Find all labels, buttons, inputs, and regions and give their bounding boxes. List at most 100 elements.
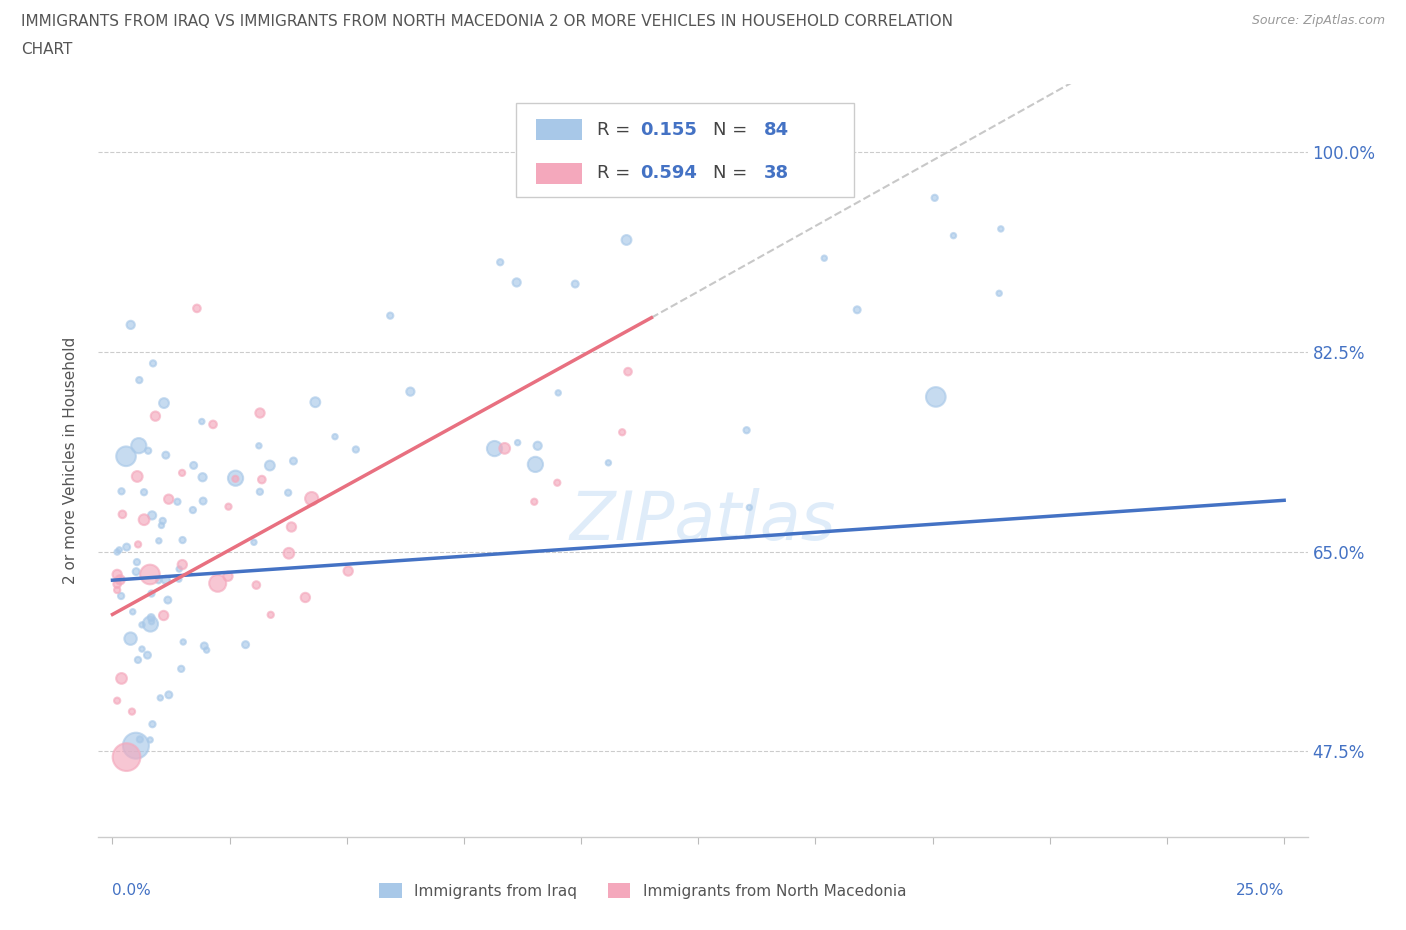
Point [141, 717, 163, 732]
Point [942, 228, 965, 243]
Point [115, 449, 138, 464]
Point [250, 472, 273, 487]
Point [170, 661, 193, 676]
Point [152, 608, 174, 623]
Point [283, 454, 305, 469]
Point [224, 472, 246, 486]
Point [136, 444, 159, 458]
Point [110, 671, 132, 685]
Text: 38: 38 [763, 165, 789, 182]
Point [121, 704, 143, 719]
Point [616, 232, 638, 247]
Point [105, 567, 128, 582]
Point [108, 542, 131, 557]
Point [167, 562, 190, 577]
Point [128, 373, 150, 388]
Point [489, 255, 512, 270]
Point [105, 582, 128, 597]
Point [111, 507, 134, 522]
Point [127, 469, 149, 484]
Point [150, 518, 173, 533]
Point [277, 485, 299, 500]
Point [167, 572, 190, 587]
Point [172, 557, 194, 572]
Point [247, 438, 270, 453]
Point [195, 643, 218, 658]
Point [157, 687, 180, 702]
Point [505, 275, 527, 290]
Point [526, 438, 548, 453]
Text: IMMIGRANTS FROM IRAQ VS IMMIGRANTS FROM NORTH MACEDONIA 2 OR MORE VEHICLES IN HO: IMMIGRANTS FROM IRAQ VS IMMIGRANTS FROM … [21, 14, 953, 29]
Point [145, 408, 167, 423]
FancyBboxPatch shape [536, 163, 582, 184]
Point [243, 535, 266, 550]
Text: CHART: CHART [21, 42, 73, 57]
Point [735, 423, 758, 438]
Point [132, 485, 155, 499]
Point [120, 317, 142, 332]
Point [181, 502, 204, 517]
Point [172, 465, 194, 480]
Point [139, 567, 162, 582]
Point [131, 618, 153, 632]
FancyBboxPatch shape [536, 119, 582, 140]
Point [149, 690, 172, 705]
Point [277, 546, 299, 561]
Point [260, 607, 283, 622]
Point [155, 447, 177, 462]
Point [115, 750, 138, 764]
Text: R =: R = [596, 165, 636, 182]
Point [127, 537, 149, 551]
Text: N =: N = [713, 121, 752, 139]
Point [127, 653, 149, 668]
Point [136, 647, 159, 662]
Point [153, 395, 176, 410]
Point [617, 365, 640, 379]
Point [280, 520, 302, 535]
Point [157, 492, 180, 507]
Point [148, 534, 170, 549]
Point [193, 639, 215, 654]
Point [152, 513, 174, 528]
Point [105, 545, 128, 560]
Point [245, 578, 267, 592]
Point [598, 456, 620, 471]
Point [155, 573, 177, 588]
FancyBboxPatch shape [516, 102, 855, 197]
Point [139, 733, 162, 748]
Point [218, 499, 240, 514]
Point [924, 191, 946, 206]
Text: R =: R = [596, 121, 636, 139]
Point [191, 494, 214, 509]
Point [120, 631, 142, 646]
Point [813, 251, 835, 266]
Point [925, 390, 948, 405]
Point [156, 592, 179, 607]
Point [128, 438, 150, 453]
Point [612, 425, 634, 440]
Point [105, 693, 128, 708]
Point [191, 414, 214, 429]
Text: N =: N = [713, 165, 752, 182]
Point [121, 604, 143, 619]
Point [564, 276, 586, 291]
Point [249, 405, 271, 420]
Point [249, 485, 271, 499]
Point [207, 576, 229, 591]
Point [129, 732, 152, 747]
Point [142, 356, 165, 371]
Point [202, 417, 225, 432]
Point [294, 590, 316, 604]
Point [301, 491, 323, 506]
Point [337, 564, 360, 578]
Point [105, 577, 128, 591]
Legend: Immigrants from Iraq, Immigrants from North Macedonia: Immigrants from Iraq, Immigrants from No… [373, 876, 912, 905]
Point [846, 302, 869, 317]
Text: 84: 84 [763, 121, 789, 139]
Point [139, 617, 162, 631]
Point [141, 614, 163, 629]
Point [141, 508, 163, 523]
Point [132, 512, 155, 527]
Point [506, 435, 529, 450]
Point [108, 572, 131, 587]
